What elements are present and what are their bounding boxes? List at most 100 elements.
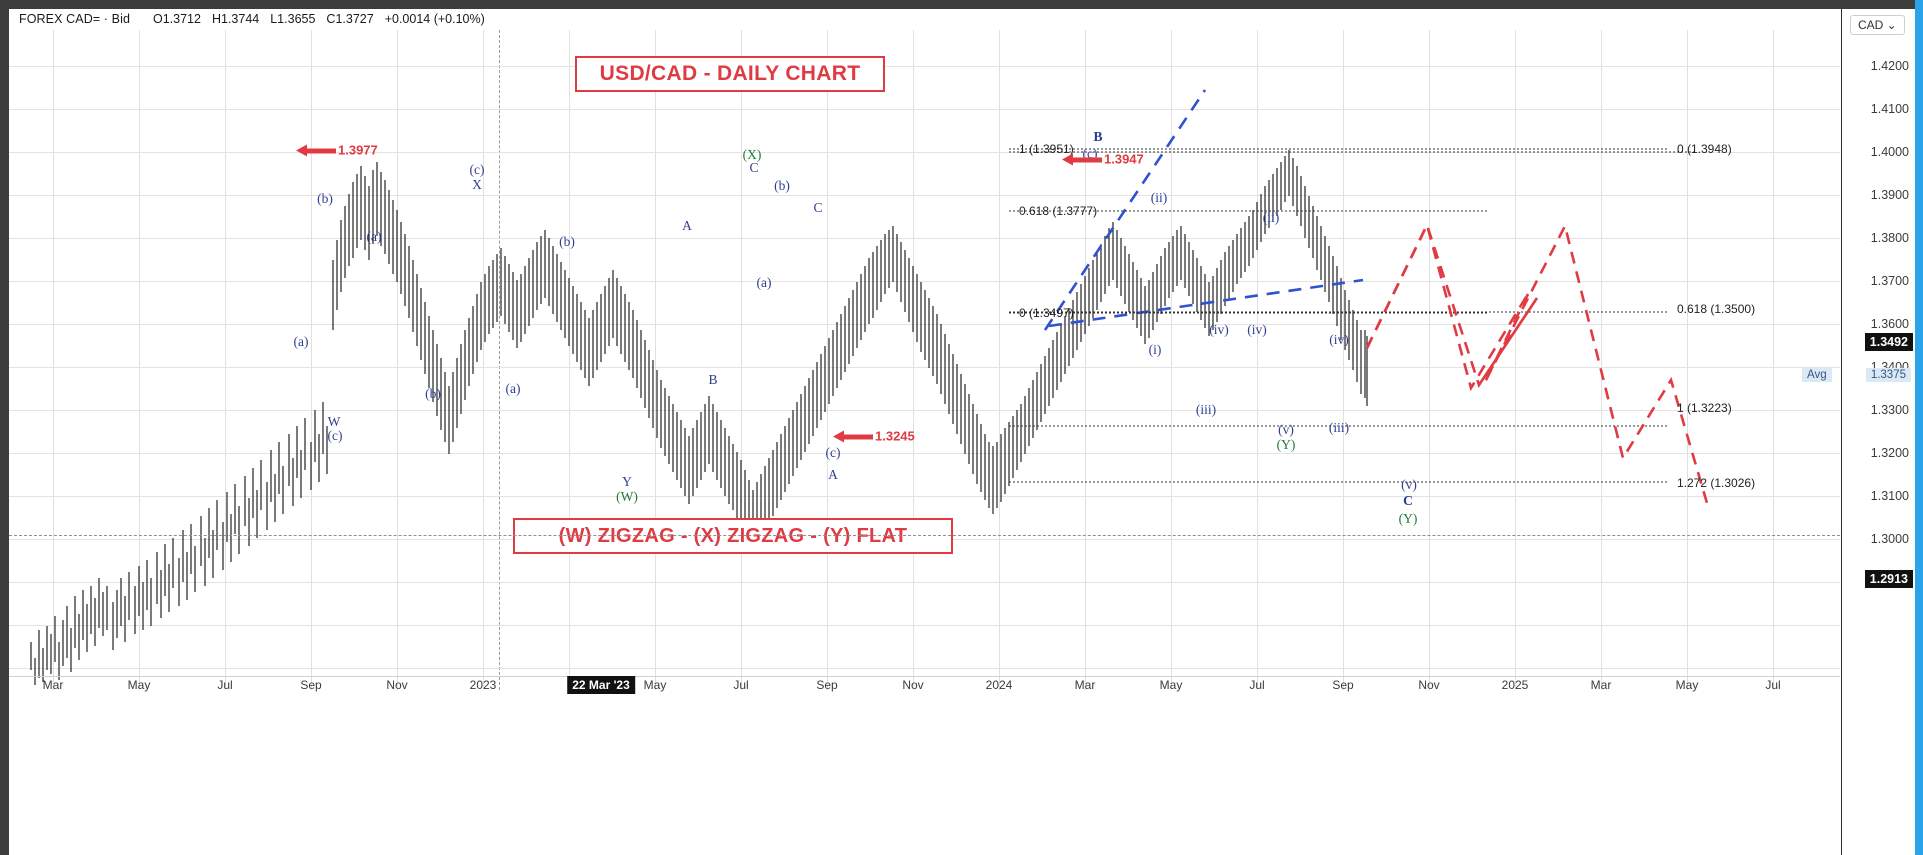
gridline-v xyxy=(1515,30,1516,690)
callout-recent-label: 1.3947 xyxy=(1104,151,1144,167)
gridline-v xyxy=(1171,30,1172,690)
fib-label-inner-0: 0 (1.3497) xyxy=(1019,306,1074,320)
price-axis[interactable]: CAD ⌄ 1.4200 1.4100 1.4000 1.3900 1.3800… xyxy=(1802,9,1915,855)
date-tick: Mar xyxy=(1590,678,1612,692)
date-tick: Jul xyxy=(217,678,233,692)
gridline-h xyxy=(9,109,1840,110)
date-tick: Sep xyxy=(300,678,322,692)
wave-label: (iv) xyxy=(1329,332,1349,347)
chart-plot-area[interactable]: 1 (1.3951) 0.618 (1.3777) 0 (1.3497) 0 (… xyxy=(9,30,1840,690)
currency-selector[interactable]: CAD ⌄ xyxy=(1850,15,1905,35)
date-tick: Mar xyxy=(42,678,64,692)
gridline-h xyxy=(9,367,1840,368)
gridline-v xyxy=(569,30,570,690)
fib-label-outer-0618: 0.618 (1.3500) xyxy=(1677,302,1756,316)
gridline-v xyxy=(53,30,54,690)
gridline-v xyxy=(311,30,312,690)
price-tick: 1.3300 xyxy=(1870,403,1909,417)
gridline-v xyxy=(139,30,140,690)
date-tick: Jul xyxy=(733,678,749,692)
forecast-path xyxy=(1365,221,1711,511)
date-tick: Sep xyxy=(1332,678,1354,692)
ohlc-group: O1.3712 H1.3744 L1.3655 C1.3727 +0.0014 … xyxy=(153,12,485,26)
callout-swing-low: 1.3245 xyxy=(833,429,915,444)
gridline-h xyxy=(9,582,1840,583)
gridline-h xyxy=(9,195,1840,196)
arrow-left-icon xyxy=(1062,153,1102,165)
gridline-h xyxy=(9,668,1840,669)
price-tick: 1.3800 xyxy=(1870,231,1909,245)
wave-label: (X) xyxy=(742,147,762,162)
axis-baseline xyxy=(9,676,1840,677)
wave-label: (a) xyxy=(366,229,382,244)
price-tick: 1.4100 xyxy=(1870,102,1909,116)
gridline-h xyxy=(9,410,1840,411)
wave-label: (b) xyxy=(774,178,790,193)
symbol-label[interactable]: FOREX CAD= · Bid xyxy=(19,12,130,26)
wave-label: (v) xyxy=(1278,422,1294,437)
gridline-v xyxy=(1773,30,1774,690)
date-axis[interactable]: Mar May Jul Sep Nov 2023 22 Mar '23 May … xyxy=(9,676,1840,702)
arrow-left-icon xyxy=(833,430,873,442)
wave-label: (c) xyxy=(327,428,343,443)
price-tick: 1.3200 xyxy=(1870,446,1909,460)
price-tick: 1.3600 xyxy=(1870,317,1909,331)
date-tick: Nov xyxy=(1418,678,1440,692)
wave-label: B xyxy=(708,372,718,387)
wave-label: (c) xyxy=(825,445,841,460)
callout-low-label: 1.3245 xyxy=(875,428,915,444)
date-tick: May xyxy=(1159,678,1183,692)
gridline-h xyxy=(9,152,1840,153)
fib-label-inner-0618: 0.618 (1.3777) xyxy=(1019,204,1098,218)
date-tick: Jul xyxy=(1765,678,1781,692)
gridline-v xyxy=(1257,30,1258,690)
close-value: C1.3727 xyxy=(326,12,374,26)
gridline-v xyxy=(1085,30,1086,690)
fib-label-inner-1: 1 (1.3951) xyxy=(1019,142,1074,156)
gridline-v xyxy=(225,30,226,690)
gridline-v xyxy=(655,30,656,690)
gridline-v xyxy=(483,30,484,690)
open-value: O1.3712 xyxy=(153,12,201,26)
wave-label: X xyxy=(472,177,482,192)
date-tick: May xyxy=(127,678,151,692)
wave-label: A xyxy=(828,467,838,482)
gridline-h xyxy=(9,496,1840,497)
gridline-v xyxy=(913,30,914,690)
wave-label: (a) xyxy=(756,275,772,290)
price-tick: 1.3700 xyxy=(1870,274,1909,288)
wave-label: C xyxy=(749,160,759,175)
date-tick: 2024 xyxy=(985,678,1013,692)
date-tick: Nov xyxy=(902,678,924,692)
gridline-v xyxy=(741,30,742,690)
wave-label: (Y) xyxy=(1398,511,1418,526)
date-tick: Sep xyxy=(816,678,838,692)
date-tick: Jul xyxy=(1249,678,1265,692)
wave-label: C xyxy=(1403,493,1413,508)
gridline-h xyxy=(9,66,1840,67)
callout-recent-high: 1.3947 xyxy=(1062,152,1144,167)
gridline-v xyxy=(999,30,1000,690)
date-tick: Mar xyxy=(1074,678,1096,692)
window-right-accent-bar xyxy=(1915,0,1923,855)
arrow-left-icon xyxy=(296,144,336,156)
date-marker-line xyxy=(499,30,500,690)
wave-label: W xyxy=(327,414,341,429)
high-value: H1.3744 xyxy=(211,12,260,26)
low-price-badge: 1.2913 xyxy=(1864,570,1913,588)
fib-label-outer-1: 1 (1.3223) xyxy=(1677,401,1732,415)
gridline-v xyxy=(397,30,398,690)
wave-label: A xyxy=(682,218,692,233)
wave-label: C xyxy=(813,200,823,215)
wave-label: (ii) xyxy=(1150,190,1168,205)
fib-outer-levels xyxy=(1009,148,1669,483)
blue-trendline-upper xyxy=(1043,89,1207,331)
callout-swing-high: 1.3977 xyxy=(296,143,378,158)
low-value: L1.3655 xyxy=(270,12,316,26)
date-tick: 2023 xyxy=(469,678,497,692)
fib-label-outer-0: 0 (1.3948) xyxy=(1677,142,1732,156)
gridline-v xyxy=(1429,30,1430,690)
window-top-bar xyxy=(0,0,1923,9)
blue-trendline-lower xyxy=(1048,278,1364,328)
wave-label: B xyxy=(1093,129,1103,144)
